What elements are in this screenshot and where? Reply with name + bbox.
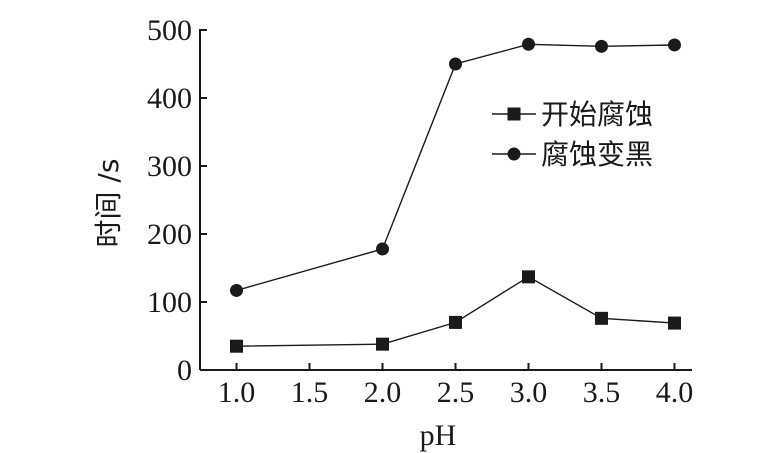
x-ticks: 1.0 1.5 2.0 2.5 3.0 3.5 4.0 — [218, 363, 693, 409]
legend-label: 开始腐蚀 — [541, 98, 653, 131]
series-line — [236, 275, 675, 347]
x-tick-label: 3.5 — [583, 376, 621, 409]
axes — [199, 29, 692, 371]
data-point-square — [667, 316, 681, 330]
data-point-circle — [229, 283, 243, 297]
x-tick-label: 1.5 — [291, 376, 329, 409]
x-tick-label: 3.0 — [510, 376, 548, 409]
data-point-square — [594, 311, 608, 325]
legend-item: 开始腐蚀 — [492, 98, 653, 131]
legend-marker-circle — [507, 147, 521, 161]
y-tick-label: 100 — [147, 286, 192, 319]
y-axis-title: 时间 /s — [92, 159, 125, 248]
x-axis-title: pH — [420, 419, 457, 452]
data-point-circle — [667, 38, 681, 52]
y-ticks: 0 100 200 300 400 500 — [147, 14, 207, 387]
x-tick-label: 2.5 — [437, 376, 475, 409]
data-point-square — [229, 339, 243, 353]
series-layer — [229, 37, 681, 353]
series-line — [236, 43, 675, 292]
data-point-square — [448, 315, 462, 329]
legend-marker-square — [507, 107, 521, 121]
data-point-square — [375, 337, 389, 351]
data-point-circle — [375, 242, 389, 256]
data-point-square — [521, 270, 535, 284]
y-tick-label: 500 — [147, 14, 192, 47]
y-tick-label: 0 — [177, 354, 192, 387]
y-tick-label: 400 — [147, 82, 192, 115]
x-tick-label: 4.0 — [656, 376, 694, 409]
series-circle — [229, 37, 681, 297]
x-tick-label: 2.0 — [364, 376, 402, 409]
legend-label: 腐蚀变黑 — [541, 138, 653, 171]
series-square — [229, 270, 681, 353]
y-tick-label: 300 — [147, 150, 192, 183]
x-tick-label: 1.0 — [218, 376, 256, 409]
legend-item: 腐蚀变黑 — [492, 138, 653, 171]
data-point-circle — [448, 57, 462, 71]
data-point-circle — [594, 39, 608, 53]
data-point-circle — [521, 37, 535, 51]
y-tick-label: 200 — [147, 218, 192, 251]
